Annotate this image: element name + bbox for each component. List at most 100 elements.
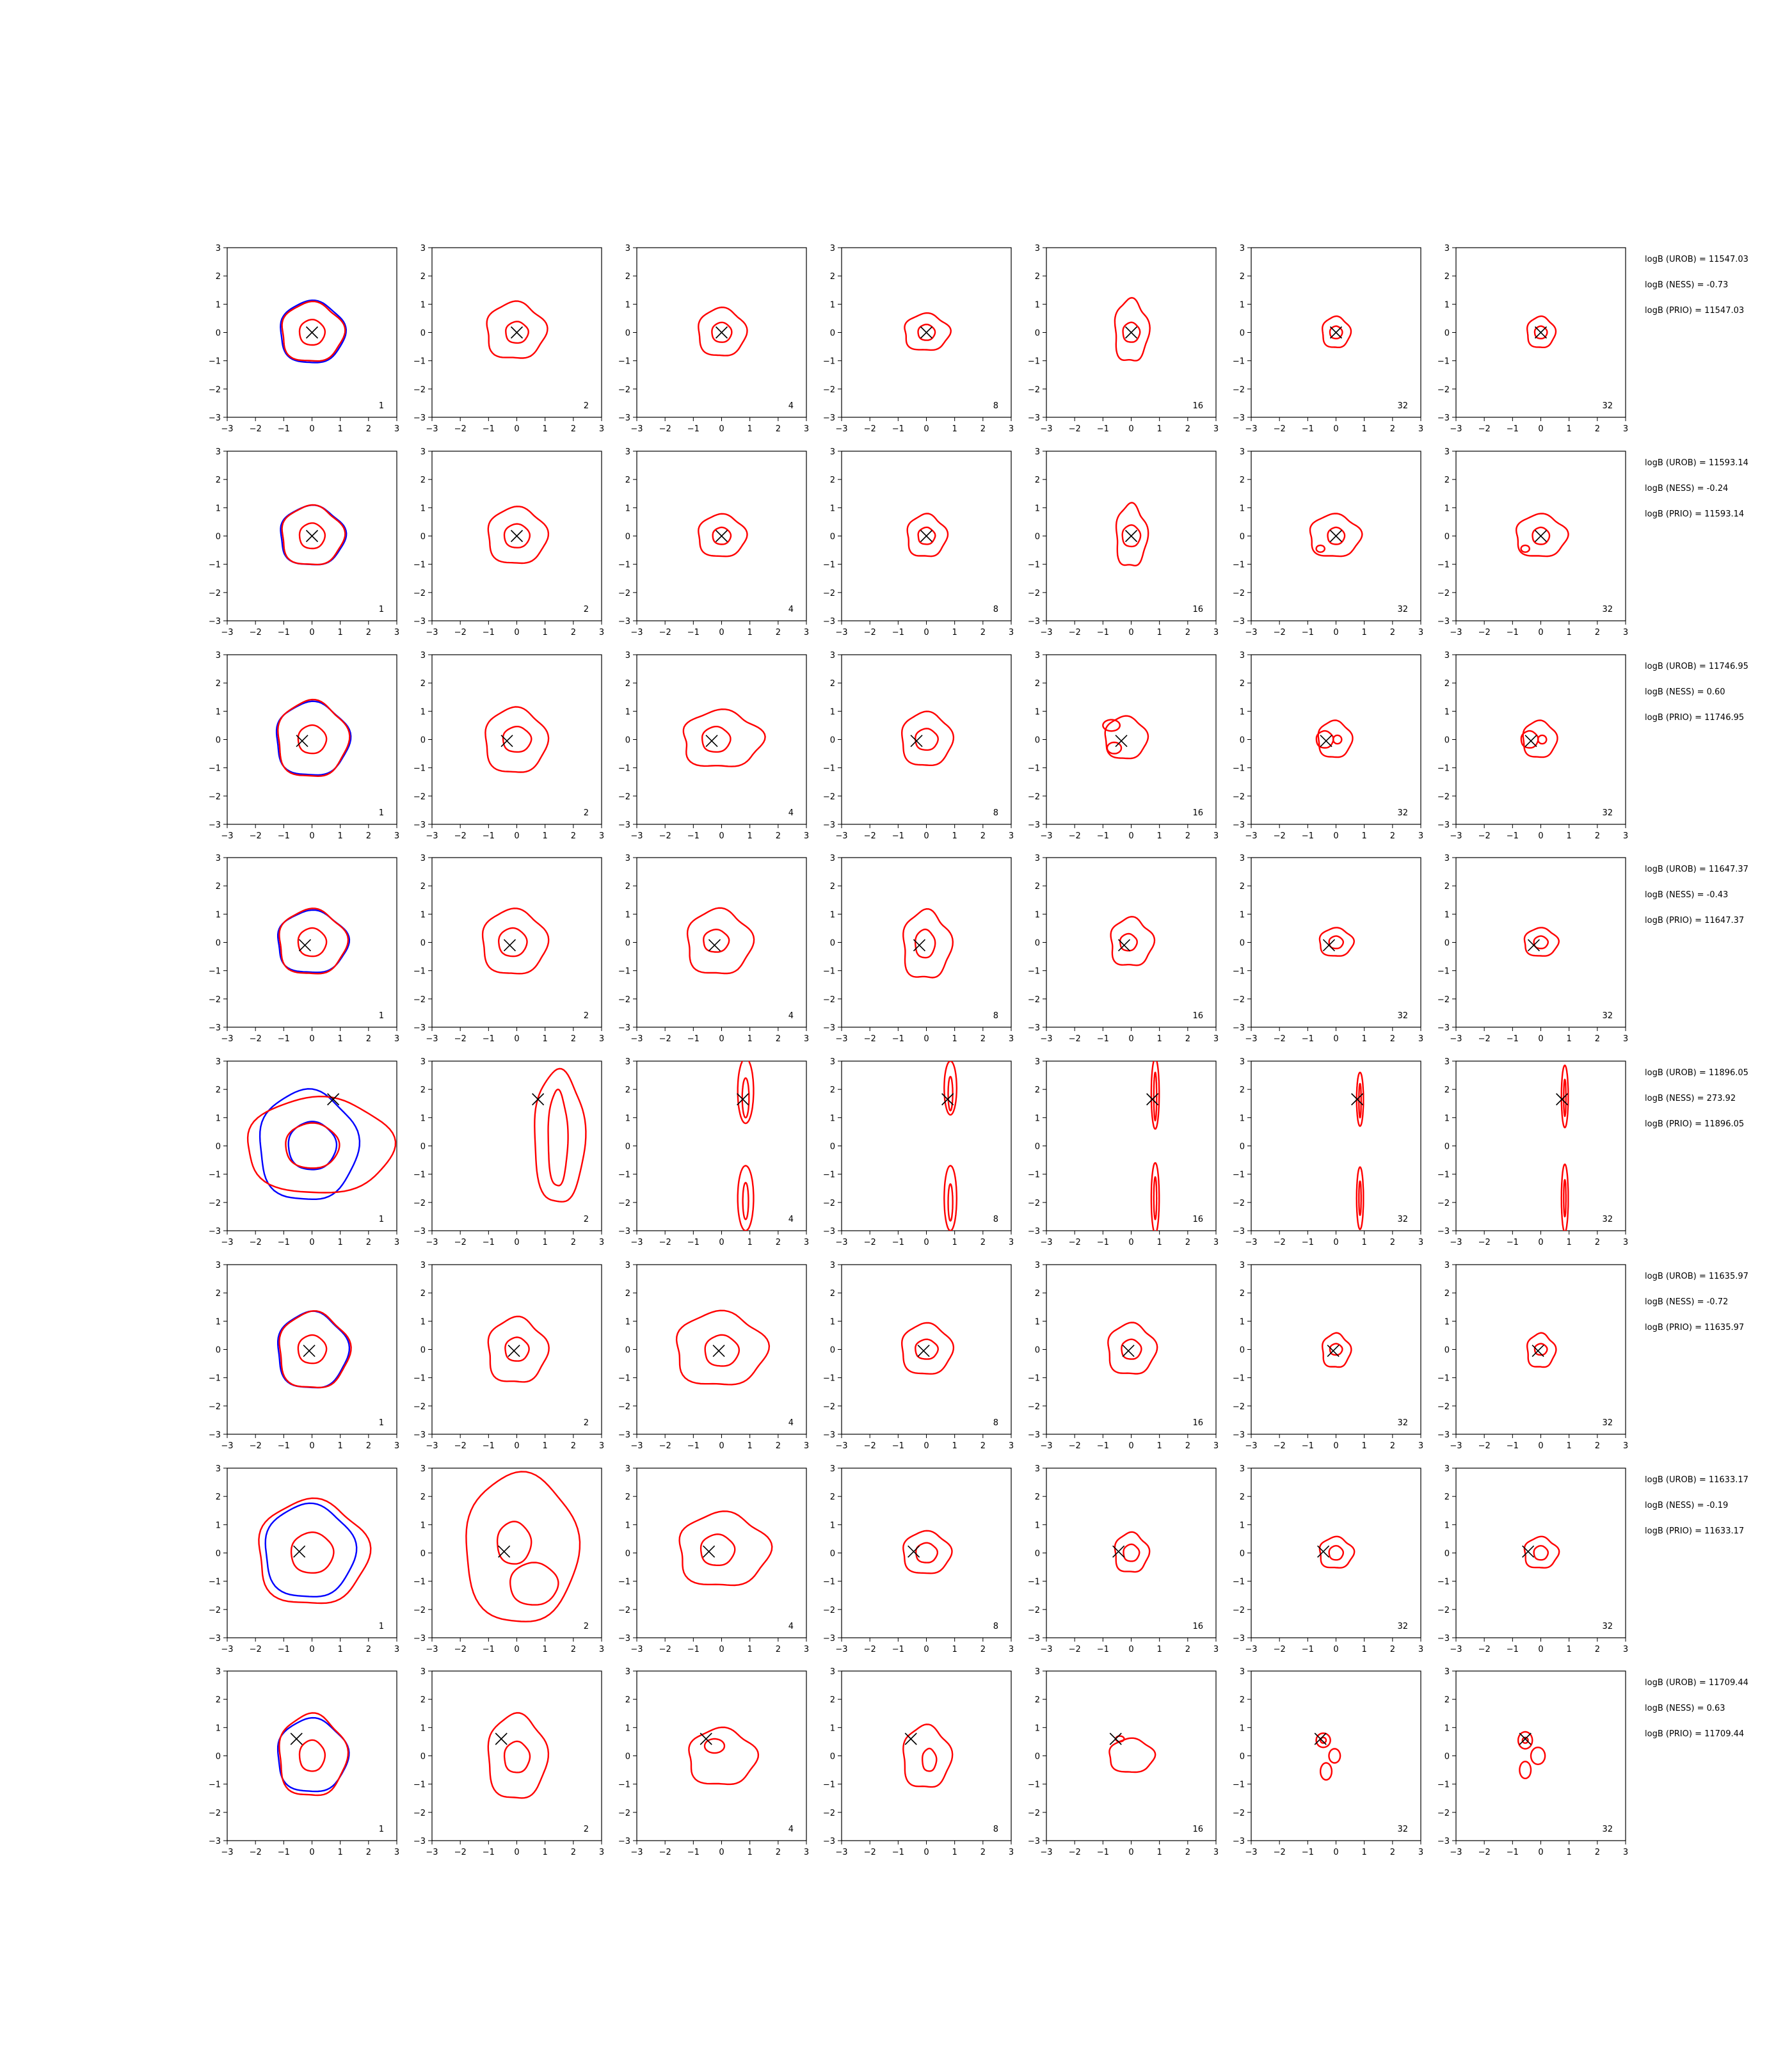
y-tick-label: −1 xyxy=(413,1171,426,1180)
x-tick-label: 3 xyxy=(1009,831,1014,841)
y-tick-label: −2 xyxy=(823,589,835,598)
panel-r3-c5: −3−3 −2 −2 −1 −1 0 0 1 1 2 2 3 3 16 xyxy=(1028,651,1219,841)
y-tick-label: 1 xyxy=(216,707,221,717)
x-tick-label: 2 xyxy=(571,424,576,434)
y-tick-label: 1 xyxy=(420,504,426,513)
blue-contour xyxy=(264,1502,358,1597)
y-tick-label: 2 xyxy=(216,679,221,689)
panel-r7-c4: −3−3 −2 −2 −1 −1 0 0 1 1 2 2 3 3 8 xyxy=(823,1464,1014,1654)
x-tick-label: 2 xyxy=(1185,1034,1190,1044)
y-tick-label: 2 xyxy=(830,1085,835,1095)
row-stat-2: logB (NESS) = -0.24 xyxy=(1645,484,1728,493)
x-tick-label: −2 xyxy=(1274,1645,1286,1654)
x-tick-label: −3 xyxy=(426,831,438,841)
y-tick-label: 3 xyxy=(625,1667,630,1677)
y-tick-label: −2 xyxy=(209,995,221,1005)
x-tick-label: 1 xyxy=(1362,1238,1367,1247)
x-tick-label: 0 xyxy=(1333,1034,1338,1044)
marker-x xyxy=(1124,529,1138,543)
y-tick-label: 0 xyxy=(625,1346,630,1356)
y-tick-label: 2 xyxy=(1240,882,1245,892)
x-tick-label: −3 xyxy=(1245,1645,1257,1654)
x-tick-label: 3 xyxy=(1623,1238,1628,1247)
y-tick-label: 3 xyxy=(420,1261,426,1270)
y-tick-label: 2 xyxy=(830,882,835,892)
x-tick-label: 1 xyxy=(1157,831,1162,841)
y-tick-label: −2 xyxy=(1233,1809,1245,1818)
y-tick-label: 1 xyxy=(1240,1317,1245,1327)
x-tick-label: 1 xyxy=(952,831,957,841)
y-tick-label: 0 xyxy=(216,1752,221,1762)
marker-x xyxy=(1327,1345,1340,1357)
y-tick-label: −3 xyxy=(1233,820,1245,830)
marker-x xyxy=(298,939,312,952)
panel-r2-c7: −3−3 −2 −2 −1 −1 0 0 1 1 2 2 3 3 32 xyxy=(1437,447,1628,637)
x-tick-label: 0 xyxy=(309,424,314,434)
y-tick-label: 2 xyxy=(830,1289,835,1299)
y-tick-label: 2 xyxy=(1035,272,1040,282)
x-tick-label: 0 xyxy=(309,1645,314,1654)
y-tick-label: −1 xyxy=(209,561,221,570)
y-tick-label: 2 xyxy=(830,476,835,485)
red-contour xyxy=(902,1724,954,1788)
y-tick-label: −2 xyxy=(413,385,426,395)
red-contour xyxy=(278,908,349,975)
y-tick-label: 1 xyxy=(1035,1724,1040,1733)
x-tick-label: −3 xyxy=(835,1645,847,1654)
panel-count-label: 32 xyxy=(1397,808,1408,818)
y-tick-label: −1 xyxy=(209,1171,221,1180)
x-tick-label: 2 xyxy=(366,1441,371,1451)
x-tick-label: 0 xyxy=(719,1645,724,1654)
row-stat-3: logB (PRIO) = 11635.97 xyxy=(1645,1323,1744,1332)
x-tick-label: −2 xyxy=(1478,424,1491,434)
axes-frame xyxy=(841,1060,1012,1231)
red-contour xyxy=(487,506,550,564)
y-tick-label: −2 xyxy=(823,1402,835,1412)
red-contour xyxy=(700,1533,736,1566)
y-tick-label: 2 xyxy=(625,1492,630,1502)
x-tick-label: −3 xyxy=(1245,628,1257,637)
panel-r6-c4: −3−3 −2 −2 −1 −1 0 0 1 1 2 2 3 3 8 xyxy=(823,1261,1014,1451)
y-tick-label: 2 xyxy=(625,882,630,892)
panel-count-label: 4 xyxy=(788,605,794,614)
axes-frame xyxy=(636,1468,807,1638)
x-tick-label: −1 xyxy=(483,1034,495,1044)
x-tick-label: 0 xyxy=(1538,831,1543,841)
y-tick-label: −2 xyxy=(209,1402,221,1412)
x-tick-label: −2 xyxy=(864,628,876,637)
panel-r5-c4: −3−3 −2 −2 −1 −1 0 0 1 1 2 2 3 3 8 xyxy=(823,1057,1014,1247)
y-tick-label: −1 xyxy=(413,764,426,774)
blue-contour xyxy=(280,299,348,364)
y-tick-label: −3 xyxy=(413,1227,426,1236)
y-tick-label: 0 xyxy=(1035,736,1040,746)
x-tick-label: −2 xyxy=(659,1441,671,1451)
x-tick-label: 2 xyxy=(366,831,371,841)
panel-count-label: 16 xyxy=(1192,1825,1203,1834)
row-stat-2: logB (NESS) = -0.73 xyxy=(1645,280,1728,290)
y-tick-label: −1 xyxy=(1437,561,1450,570)
marker-x xyxy=(1122,1345,1135,1357)
y-tick-label: −3 xyxy=(413,1023,426,1033)
y-tick-label: 3 xyxy=(625,1057,630,1067)
row-stat-3: logB (PRIO) = 11593.14 xyxy=(1645,509,1744,519)
y-tick-label: 0 xyxy=(830,329,835,339)
marker-x xyxy=(296,735,308,748)
red-contour xyxy=(1315,1732,1331,1748)
y-tick-label: 0 xyxy=(625,532,630,542)
x-tick-label: 3 xyxy=(1623,424,1628,434)
x-tick-label: −3 xyxy=(1450,1848,1462,1857)
x-tick-label: −2 xyxy=(659,424,671,434)
y-tick-label: −1 xyxy=(618,1171,630,1180)
marker-x xyxy=(908,1545,920,1558)
y-tick-label: 3 xyxy=(830,244,835,253)
x-tick-label: 1 xyxy=(338,1441,343,1451)
y-tick-label: −1 xyxy=(1028,561,1040,570)
x-tick-label: 1 xyxy=(952,1645,957,1654)
x-tick-label: 0 xyxy=(1333,628,1338,637)
x-tick-label: 0 xyxy=(514,831,519,841)
axes-frame xyxy=(636,1060,807,1231)
y-tick-label: 3 xyxy=(216,1667,221,1677)
x-tick-label: 0 xyxy=(1538,424,1543,434)
y-tick-label: 1 xyxy=(830,300,835,310)
x-tick-label: 0 xyxy=(1538,1034,1543,1044)
